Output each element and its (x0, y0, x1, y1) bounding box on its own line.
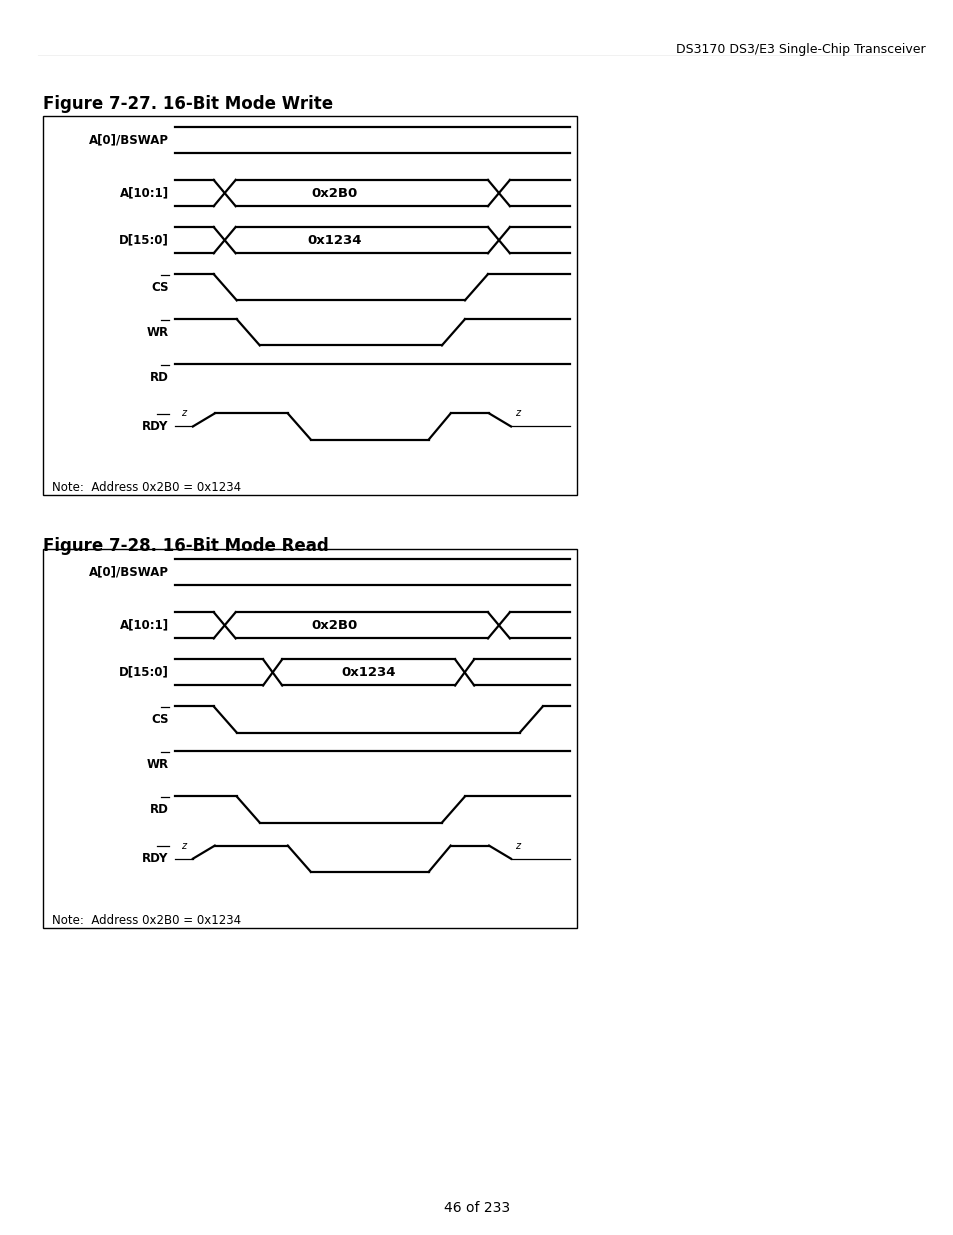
Text: RD: RD (150, 370, 169, 384)
Text: z: z (181, 409, 186, 419)
Text: CS: CS (152, 280, 169, 294)
FancyBboxPatch shape (43, 116, 577, 495)
Text: Figure 7-27. 16-Bit Mode Write: Figure 7-27. 16-Bit Mode Write (43, 95, 333, 114)
Text: WR: WR (147, 758, 169, 771)
Text: D[15:0]: D[15:0] (119, 233, 169, 247)
Text: CS: CS (152, 713, 169, 726)
Text: Note:  Address 0x2B0 = 0x1234: Note: Address 0x2B0 = 0x1234 (51, 482, 241, 494)
Text: 0x2B0: 0x2B0 (311, 619, 357, 632)
Text: DS3170 DS3/E3 Single-Chip Transceiver: DS3170 DS3/E3 Single-Chip Transceiver (675, 43, 924, 57)
Text: D[15:0]: D[15:0] (119, 666, 169, 679)
Text: Note:  Address 0x2B0 = 0x1234: Note: Address 0x2B0 = 0x1234 (51, 914, 241, 926)
Text: 0x1234: 0x1234 (307, 233, 361, 247)
Text: Figure 7-28. 16-Bit Mode Read: Figure 7-28. 16-Bit Mode Read (43, 537, 329, 556)
Text: 0x2B0: 0x2B0 (311, 186, 357, 200)
FancyBboxPatch shape (43, 548, 577, 927)
Text: A[0]/BSWAP: A[0]/BSWAP (89, 566, 169, 578)
Text: WR: WR (147, 326, 169, 338)
Text: z: z (515, 409, 520, 419)
Text: A[10:1]: A[10:1] (119, 619, 169, 632)
Text: 0x1234: 0x1234 (341, 666, 395, 679)
Text: z: z (181, 841, 186, 851)
Text: A[10:1]: A[10:1] (119, 186, 169, 200)
Text: RD: RD (150, 803, 169, 816)
Text: RDY: RDY (142, 420, 169, 433)
Text: z: z (515, 841, 520, 851)
Text: 46 of 233: 46 of 233 (443, 1200, 510, 1215)
Text: RDY: RDY (142, 852, 169, 866)
Text: A[0]/BSWAP: A[0]/BSWAP (89, 133, 169, 146)
